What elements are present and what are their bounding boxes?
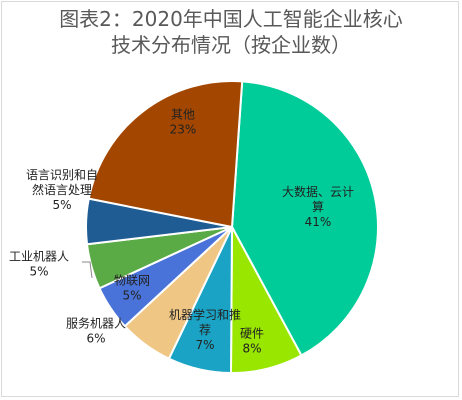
chart-title: 图表2：2020年中国人工智能企业核心 技术分布情况（按企业数） [0, 6, 462, 58]
slice-name-4-0: 物联网 [114, 274, 150, 288]
slice-percent-0: 41% [305, 215, 332, 229]
slice-name-6-1: 然语言处理 [32, 182, 92, 197]
slice-name-0-0: 大数据、云计 [282, 184, 354, 199]
slice-percent-5: 5% [29, 265, 48, 279]
slice-percent-3: 6% [86, 332, 105, 346]
slice-percent-1: 8% [242, 342, 261, 356]
pie-slice-7 [87, 80, 244, 229]
chart-title-line-1: 图表2：2020年中国人工智能企业核心 [59, 7, 403, 31]
slice-label-1: 硬件 8% [240, 327, 264, 356]
chart-title-line-2: 技术分布情况（按企业数） [111, 33, 351, 57]
slice-name-6-0: 语言识别和自 [26, 168, 98, 182]
slice-label-3: 服务机器人 6% [66, 316, 126, 346]
leader-line [82, 261, 93, 279]
slice-name-7-0: 其他 [171, 108, 195, 122]
slice-name-0-1: 算 [312, 199, 324, 214]
slice-percent-2: 7% [195, 338, 214, 352]
slice-name-1-0: 硬件 [240, 327, 264, 341]
slice-label-2: 机器学习和推荐 7% [169, 307, 241, 352]
slice-percent-4: 5% [122, 289, 141, 303]
slice-label-6: 语言识别和自然语言处理 5% [26, 168, 98, 212]
slice-label-5: 工业机器人 5% [9, 250, 69, 279]
slice-name-2-1: 荐 [199, 323, 211, 337]
slice-label-0: 大数据、云计算 41% [282, 184, 354, 229]
slice-name-5-0: 工业机器人 [9, 250, 69, 264]
slice-name-3-0: 服务机器人 [66, 316, 126, 331]
slice-percent-6: 5% [52, 198, 71, 212]
slice-label-7: 其他 23% [170, 108, 197, 137]
slice-name-2-0: 机器学习和推 [169, 307, 241, 322]
slice-percent-7: 23% [170, 123, 197, 137]
pie-slice-0 [230, 80, 379, 357]
slice-label-4: 物联网 5% [114, 274, 150, 303]
